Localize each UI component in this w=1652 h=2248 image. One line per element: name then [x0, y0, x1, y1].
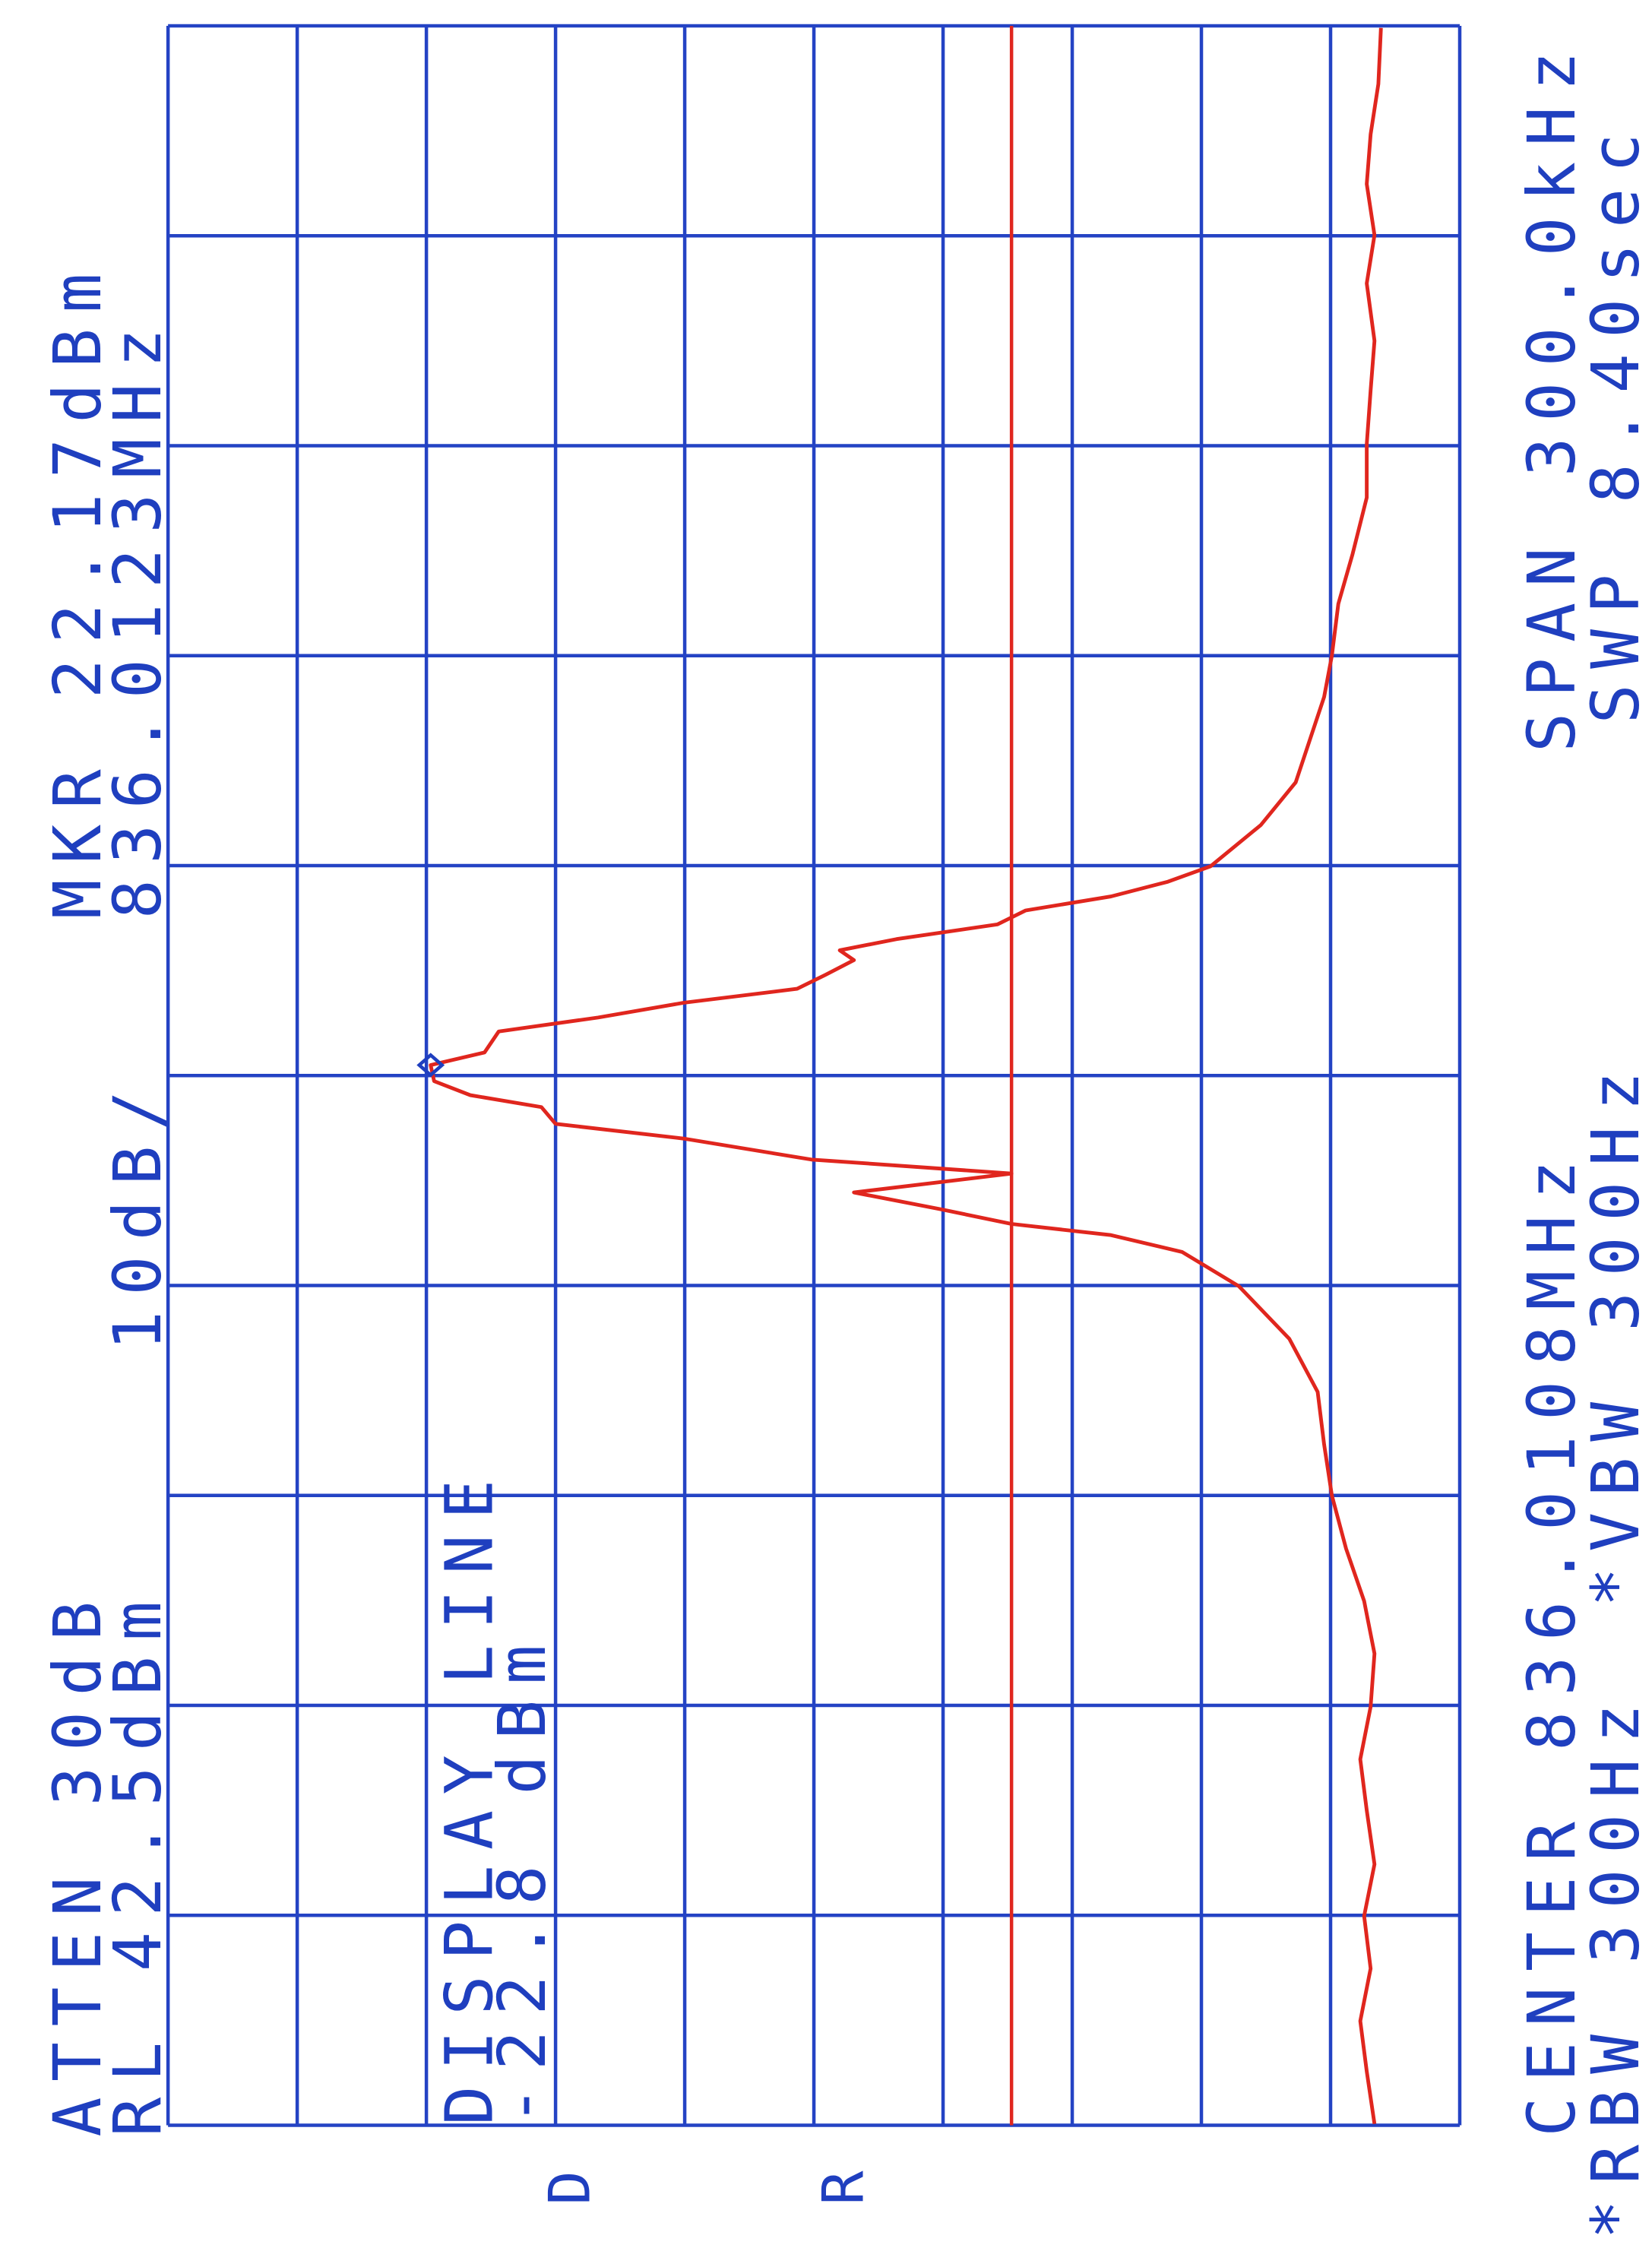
sweep-label: SWP 8.40sec — [1578, 118, 1652, 724]
vbw-label: *VBW 300Hz — [1578, 1056, 1652, 1607]
display-line-value: -22.8 dBm — [485, 1629, 561, 2126]
display-line-label: DISPLAY LINE — [432, 1464, 508, 2125]
marker-freq-label: 836.0123MHz — [100, 312, 176, 919]
trace — [429, 27, 1383, 2125]
rbw-label: *RBW 300Hz — [1578, 1688, 1652, 2239]
center-label: CENTER 836.0108MHz — [1514, 1145, 1590, 2136]
atten-label: ATTEN 30dB — [40, 1585, 116, 2136]
ref-level-label: RL 42.5dBm — [100, 1585, 176, 2136]
marker-label: MKR 22.17dBm — [40, 258, 116, 919]
scale-label: 10dB/ — [100, 1075, 176, 1350]
span-label: SPAN 300.0kHz — [1514, 36, 1590, 752]
side-label: D — [536, 2170, 603, 2205]
marker — [416, 1053, 445, 1078]
side-label: R — [809, 2170, 876, 2205]
